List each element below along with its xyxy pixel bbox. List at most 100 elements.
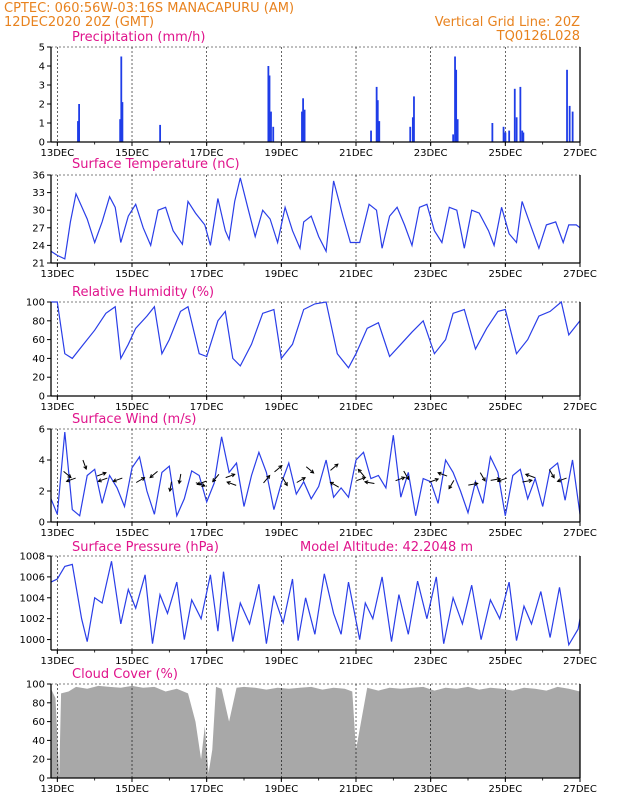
wind-arrow-head	[168, 487, 173, 493]
wind-arrow	[263, 475, 271, 484]
y-tick-label: 80	[32, 698, 45, 709]
y-tick-label: 1000	[20, 635, 45, 646]
wind-arrow-head	[177, 479, 182, 485]
wind-arrow-head	[496, 478, 502, 483]
x-tick-label: 17DEC	[190, 528, 224, 539]
wind-arrow	[428, 478, 439, 483]
wind-arrow	[330, 481, 339, 488]
x-tick-label: 15DEC	[115, 269, 149, 280]
x-tick-label: 19DEC	[264, 784, 298, 795]
wind-arrow	[195, 482, 206, 487]
x-tick-label: 15DEC	[115, 784, 149, 795]
precip-bar	[491, 123, 494, 142]
wind-arrow	[437, 472, 448, 477]
precip-bar	[413, 96, 415, 142]
y-tick-label: 1	[39, 119, 45, 130]
wind-arrow	[479, 472, 486, 482]
y-tick-label: 60	[32, 717, 45, 728]
wind-arrow	[525, 473, 536, 479]
wind-arrow	[548, 469, 555, 479]
wind-arrow-head	[112, 478, 117, 483]
wind-arrow	[330, 463, 339, 471]
wind-arrow	[364, 481, 375, 485]
wind-arrow-head	[334, 463, 339, 468]
x-tick-label: 23DEC	[414, 656, 448, 667]
precip-bar	[502, 126, 505, 142]
x-tick-label: 25DEC	[488, 656, 522, 667]
wind-arrow	[82, 459, 87, 470]
wind-arrow-head	[278, 465, 283, 470]
x-tick-label: 15DEC	[115, 656, 149, 667]
y-tick-label: 100	[26, 680, 45, 691]
y-tick-label: 33	[32, 188, 45, 199]
precip-bar	[521, 130, 524, 142]
y-tick-label: 20	[32, 373, 45, 384]
x-tick-label: 25DEC	[488, 784, 522, 795]
y-tick-label: 3	[39, 81, 45, 92]
y-tick-label: 1002	[20, 614, 45, 625]
precip-bar	[119, 119, 122, 142]
precip-bar	[515, 117, 518, 142]
precip-bar	[571, 111, 574, 142]
precip-bar	[566, 69, 568, 142]
wind-arrow	[66, 477, 76, 482]
x-tick-label: 17DEC	[190, 269, 224, 280]
model-altitude-label: Model Altitude: 42.2048 m	[300, 540, 473, 555]
wind-arrow-head	[363, 480, 369, 485]
wind-arrow	[468, 482, 478, 486]
wind-title: Surface Wind (m/s)	[72, 412, 196, 427]
y-tick-label: 1008	[20, 552, 45, 563]
precip-bar	[456, 119, 459, 142]
precip-bar	[78, 104, 80, 142]
y-tick-label: 6	[39, 425, 45, 436]
precip-bar	[303, 109, 306, 142]
wind-arrow	[135, 477, 145, 483]
wind-arrow	[357, 469, 365, 478]
y-tick-label: 80	[32, 316, 45, 327]
x-tick-label: 27DEC	[563, 269, 597, 280]
wind-arrow-head	[102, 471, 107, 476]
wind-arrow	[281, 476, 288, 486]
wind-arrow-head	[310, 469, 315, 474]
wind-arrow	[113, 477, 123, 482]
wind-arrow-head	[474, 481, 479, 486]
y-tick-label: 36	[32, 171, 45, 182]
precip-bar	[302, 98, 304, 142]
x-tick-label: 13DEC	[40, 269, 74, 280]
wind-arrow	[403, 470, 409, 480]
header-location: CPTEC: 060:56W-03:16S MANACAPURU (AM)	[4, 1, 294, 16]
humidity-title: Relative Humidity (%)	[72, 285, 214, 300]
wind-arrow-head	[283, 482, 288, 487]
wind-arrow-head	[231, 473, 236, 478]
y-tick-label: 24	[32, 241, 45, 252]
precip-bar	[267, 66, 270, 142]
precip-bar	[121, 102, 124, 142]
wind-arrow-head	[301, 477, 306, 481]
precip-bar	[519, 86, 522, 142]
wind-arrow	[197, 480, 207, 485]
temperature-title: Surface Temperature (nC)	[72, 157, 240, 172]
cloud-cover-title: Cloud Cover (%)	[72, 667, 178, 682]
x-tick-label: 19DEC	[264, 656, 298, 667]
x-tick-label: 15DEC	[115, 528, 149, 539]
x-tick-label: 13DEC	[40, 528, 74, 539]
wind-arrow-head	[226, 481, 231, 486]
wind-arrow	[274, 465, 283, 473]
precip-bar	[411, 117, 414, 142]
wind-arrow	[225, 473, 235, 479]
x-tick-label: 13DEC	[40, 402, 74, 413]
precip-bar	[452, 134, 455, 142]
y-tick-label: 0	[39, 518, 45, 529]
wind-arrow	[356, 476, 366, 482]
wind-arrow	[63, 470, 72, 478]
x-tick-label: 21DEC	[339, 148, 373, 159]
precip-bar	[508, 130, 511, 142]
wind-arrow-head	[266, 474, 271, 480]
wind-arrow	[448, 480, 455, 489]
y-tick-label: 2	[39, 487, 45, 498]
wind-arrow-head	[556, 478, 562, 483]
precip-bar	[370, 130, 372, 142]
cloud-cover-area	[51, 685, 580, 778]
x-tick-label: 21DEC	[339, 656, 373, 667]
wind-arrow-head	[212, 478, 217, 483]
